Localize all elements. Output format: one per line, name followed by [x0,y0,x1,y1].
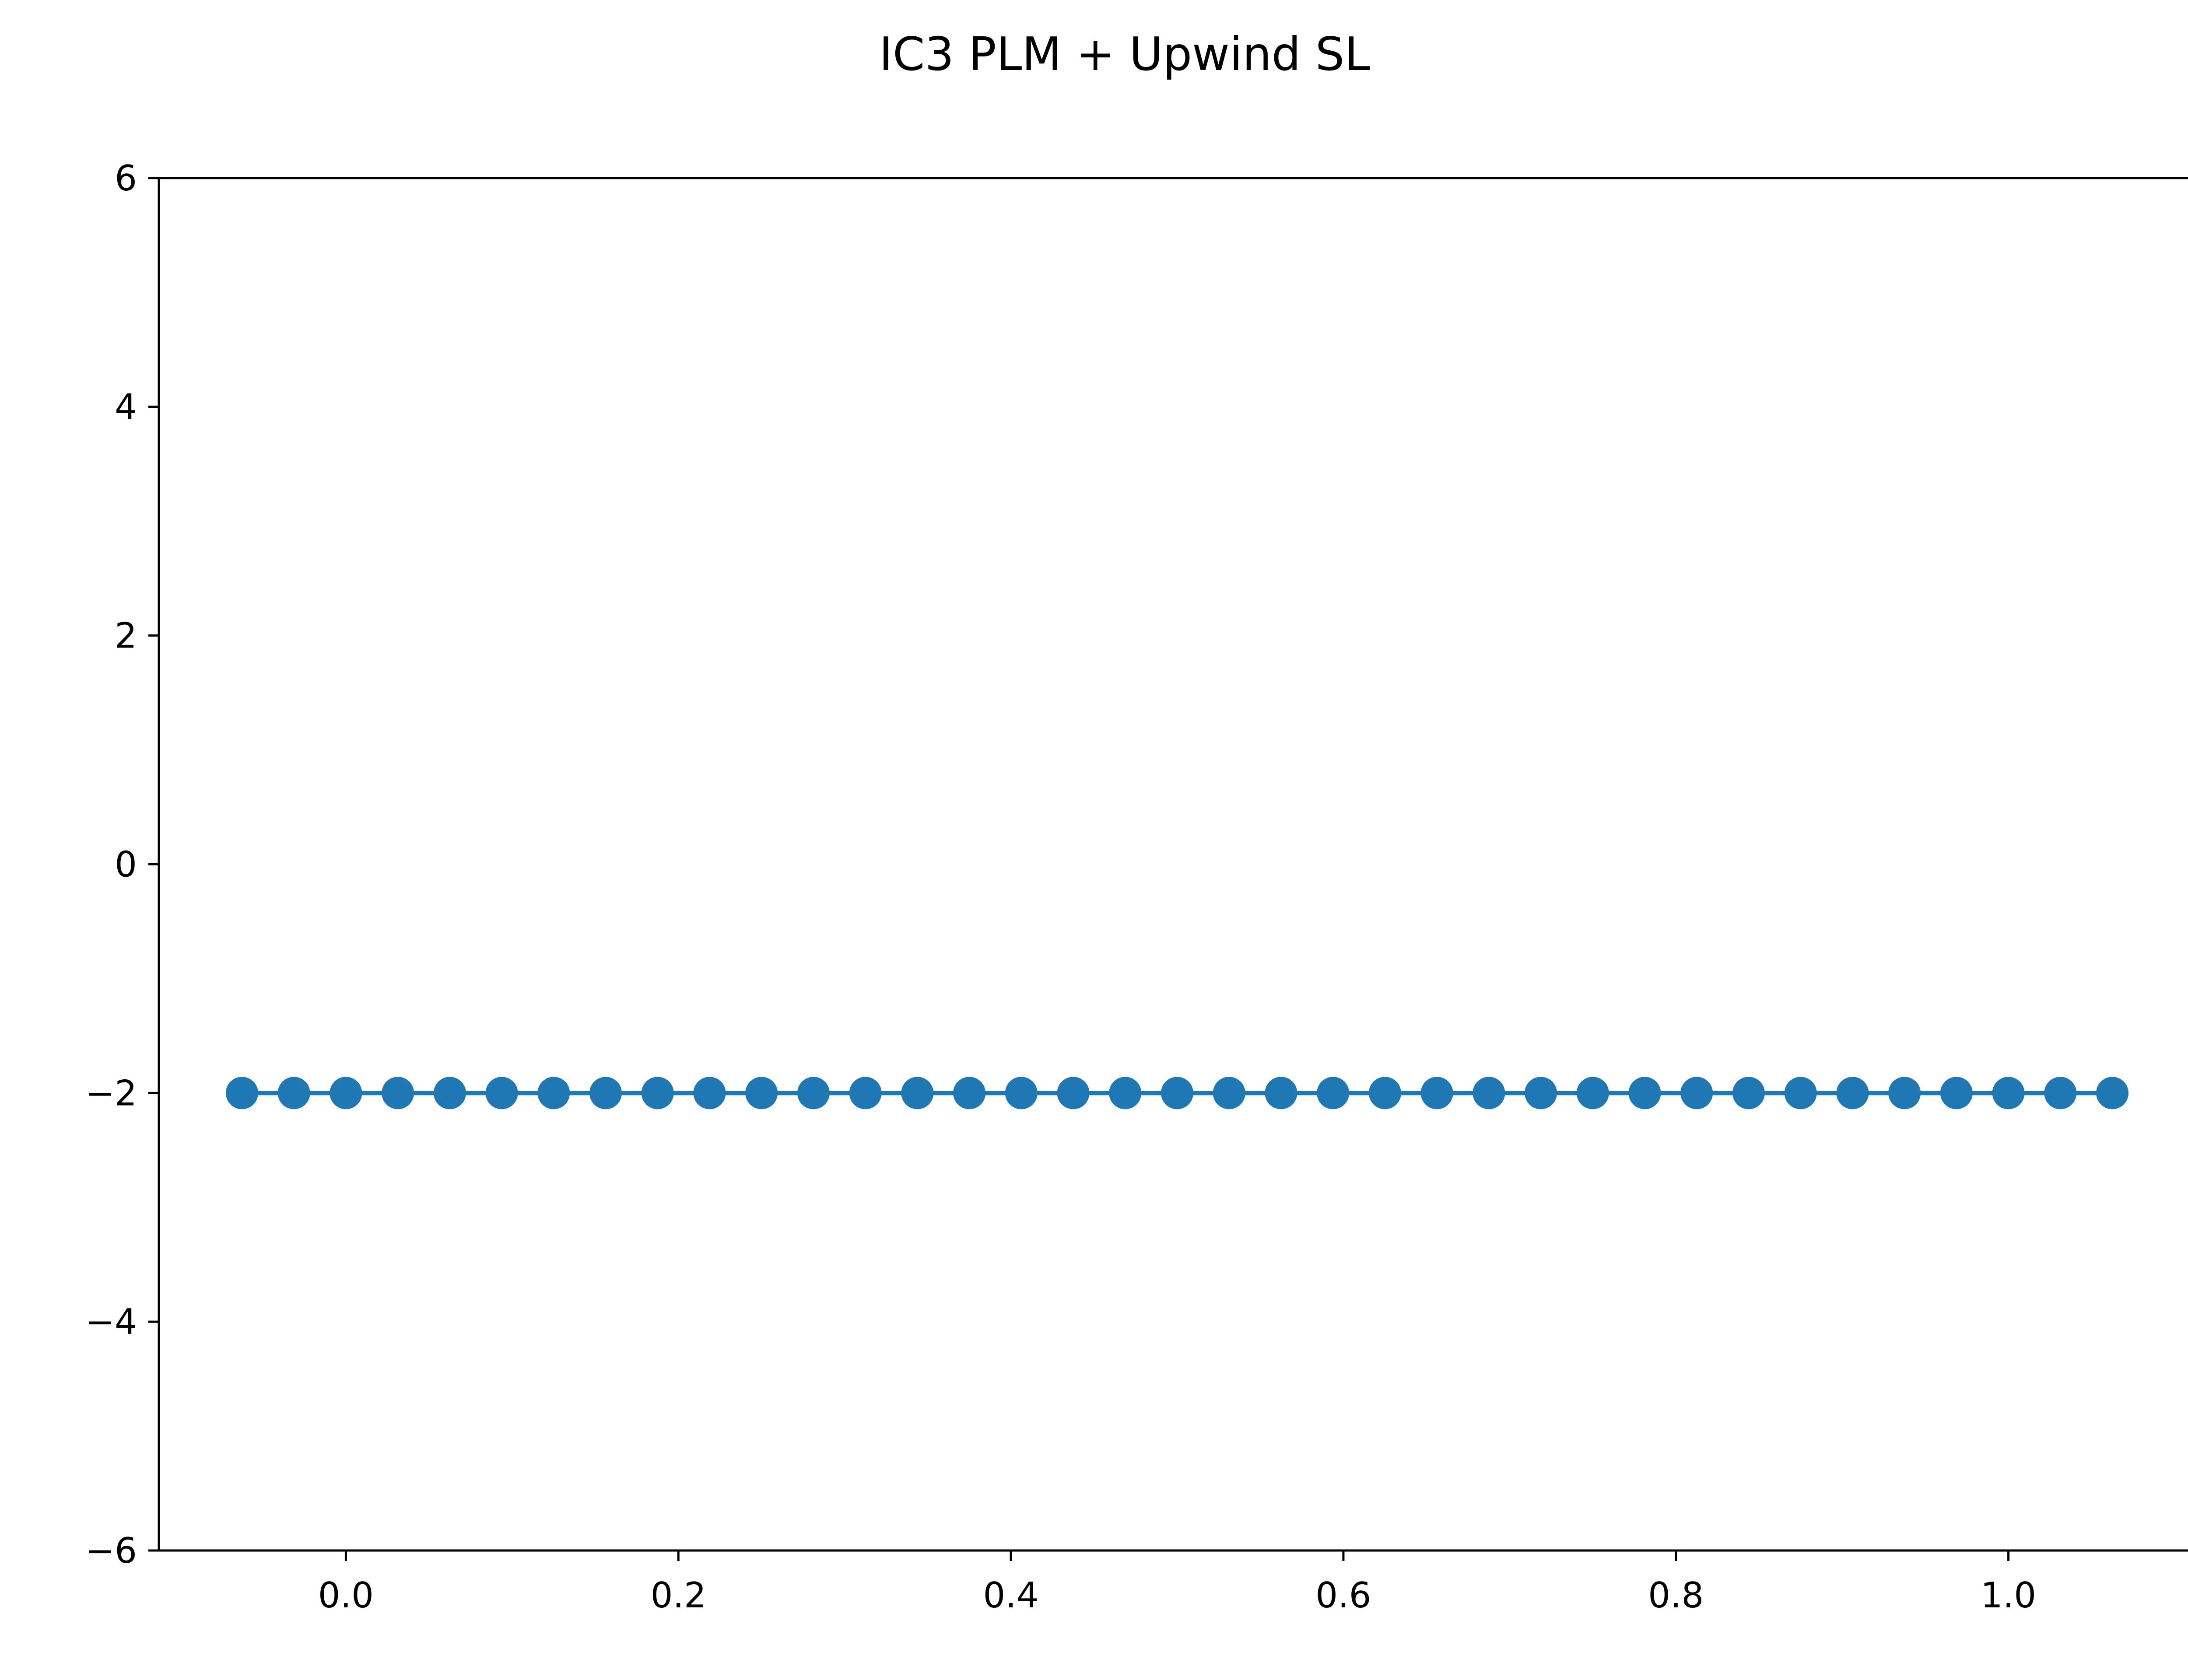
data-point [1784,1077,1817,1110]
data-point [1992,1077,2025,1110]
data-point [1109,1077,1142,1110]
data-point [1420,1077,1453,1110]
data-point [849,1077,882,1110]
data-point [433,1077,466,1110]
data-point [1836,1077,1869,1110]
data-point [1265,1077,1297,1110]
data-point [1057,1077,1090,1110]
data-point [1005,1077,1038,1110]
chart-title: IC3 PLM + Upwind SL [879,28,1370,81]
x-axis: 0.0 0.2 0.4 0.6 0.8 1.0 [318,1550,2036,1616]
data-point [1680,1077,1713,1110]
data-point [1213,1077,1245,1110]
plot-area [225,1077,2129,1110]
y-axis: 6 4 2 0 −2 −4 −6 [85,158,159,1571]
data-point [745,1077,778,1110]
x-tick-label: 0.6 [1315,1575,1371,1616]
data-point [1368,1077,1401,1110]
data-point [641,1077,674,1110]
y-tick-label: 0 [115,844,137,885]
data-point [1161,1077,1193,1110]
data-point [225,1077,258,1110]
data-point [330,1077,362,1110]
y-tick-label: −4 [85,1302,137,1342]
y-tick-label: 2 [115,616,137,656]
data-point [2044,1077,2077,1110]
x-tick-label: 1.0 [1981,1575,2036,1616]
data-point [2096,1077,2129,1110]
data-point [277,1077,310,1110]
data-point [537,1077,570,1110]
data-point [901,1077,934,1110]
y-tick-label: 6 [115,158,137,199]
y-tick-label: −6 [85,1530,137,1571]
data-point [589,1077,622,1110]
data-point [953,1077,986,1110]
data-point [797,1077,830,1110]
data-point [1628,1077,1661,1110]
x-tick-label: 0.8 [1648,1575,1704,1616]
data-point [1473,1077,1505,1110]
y-tick-label: 4 [115,387,137,427]
data-point [693,1077,726,1110]
data-point [485,1077,518,1110]
data-point [1317,1077,1350,1110]
data-point [382,1077,414,1110]
data-point [1576,1077,1609,1110]
data-point [1525,1077,1557,1110]
plot-frame [158,177,2188,1552]
data-point [1732,1077,1765,1110]
y-tick-label: −2 [85,1073,137,1113]
data-point [1940,1077,1973,1110]
x-tick-label: 0.0 [318,1575,374,1616]
data-point [1888,1077,1921,1110]
x-tick-label: 0.4 [983,1575,1038,1616]
x-tick-label: 0.2 [651,1575,706,1616]
